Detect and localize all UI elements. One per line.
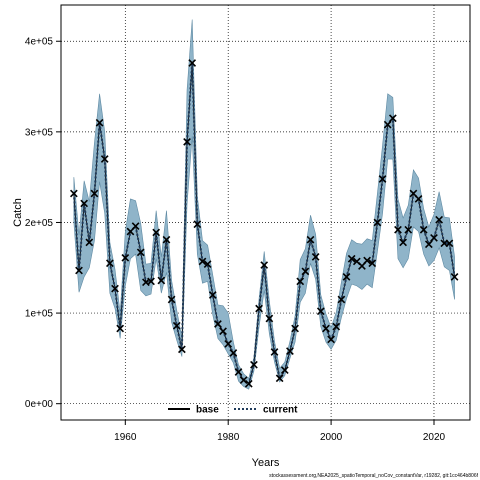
catch-point-1976 [203, 260, 212, 269]
catch-point-1968 [162, 235, 171, 244]
catch-point-1989 [270, 348, 279, 356]
catch-point-2000 [327, 335, 335, 344]
catch-point-1978 [214, 320, 222, 328]
catch-point-1959 [116, 324, 125, 333]
x-tick-label-1960: 1960 [114, 432, 137, 443]
catch-point-1972 [183, 137, 191, 146]
y-axis-title: Catch [12, 198, 24, 227]
catch-point-2013 [394, 225, 402, 234]
y-axis: 0e+00 1e+05 2e+05 3e+05 4e+05 [25, 37, 61, 410]
catch-point-2021 [435, 215, 443, 224]
catch-point-1977 [208, 291, 217, 299]
catch-point-1993 [291, 324, 299, 333]
catch-point-1966 [152, 228, 161, 237]
catch-point-2018 [419, 225, 428, 234]
catch-point-2009 [373, 218, 382, 227]
observed-points-layer [69, 59, 459, 388]
catch-point-1973 [188, 59, 197, 67]
catch-point-2007 [363, 256, 371, 265]
confidence-band-layer [73, 19, 455, 390]
catch-point-2001 [332, 322, 341, 331]
x-tick-label-1980: 1980 [217, 432, 240, 443]
catch-point-2020 [430, 234, 438, 242]
catch-point-2015 [404, 225, 413, 234]
catch-point-1967 [157, 276, 166, 285]
catch-point-1994 [296, 277, 305, 286]
catch-point-2012 [388, 114, 397, 123]
catch-point-1998 [316, 307, 325, 316]
y-tick-label-4: 4e+05 [25, 37, 54, 48]
catch-point-1990 [275, 374, 284, 383]
x-axis: 1960 1980 2000 2020 [114, 420, 446, 443]
catch-point-1974 [193, 220, 202, 229]
x-tick-label-2020: 2020 [423, 432, 446, 443]
plot-frame [60, 4, 471, 421]
catch-point-1953 [85, 238, 94, 247]
catch-point-1975 [198, 257, 207, 266]
catch-point-1963 [136, 248, 145, 257]
catch-point-1987 [260, 261, 269, 269]
y-tick-label-1: 1e+05 [25, 309, 54, 320]
catch-point-2017 [414, 195, 423, 203]
legend-base-label: base [196, 405, 219, 416]
catch-point-2002 [337, 295, 346, 304]
catch-point-2004 [347, 254, 356, 263]
catch-point-1979 [219, 327, 227, 336]
catch-point-1982 [234, 368, 243, 376]
footer-note: stockassessment.org,NEA2025_spatioTempor… [269, 473, 479, 479]
confidence-band [73, 19, 455, 390]
catch-point-1991 [280, 366, 289, 375]
catch-point-1970 [172, 321, 181, 330]
y-tick-label-0: 0e+00 [25, 399, 54, 410]
catch-point-1954 [90, 189, 99, 198]
catch-point-1999 [322, 324, 330, 333]
catch-point-1965 [147, 277, 155, 286]
catch-point-1995 [301, 267, 310, 276]
catch-point-1985 [250, 360, 258, 369]
catch-point-1950 [69, 189, 78, 198]
catch-point-2024 [450, 272, 459, 281]
catch-point-1984 [244, 379, 253, 388]
catch-point-1957 [106, 259, 114, 268]
catch-point-1996 [306, 235, 315, 244]
catch-point-1980 [224, 340, 233, 348]
catch-point-1956 [100, 155, 109, 163]
x-axis-title: Years [252, 457, 280, 469]
catch-point-2010 [378, 175, 387, 183]
catch-point-1960 [121, 253, 130, 262]
y-tick-label-2: 2e+05 [25, 218, 54, 229]
catch-point-2011 [383, 120, 392, 129]
catch-point-2003 [342, 272, 351, 281]
catch-point-1983 [239, 376, 248, 384]
catch-point-2014 [399, 238, 407, 247]
catch-point-1997 [311, 253, 320, 261]
legend-current-label: current [263, 405, 298, 416]
legend: base current [168, 405, 298, 416]
catch-point-1969 [167, 295, 176, 304]
catch-point-1951 [75, 266, 83, 275]
catch-point-1958 [111, 284, 119, 293]
grid [61, 5, 470, 420]
catch-point-1962 [131, 222, 140, 230]
catch-point-1992 [286, 347, 294, 356]
catch-point-1955 [95, 118, 104, 127]
catch-point-1971 [178, 345, 186, 354]
catch-point-2023 [445, 239, 454, 248]
catch-point-1981 [229, 349, 238, 357]
catch-point-2019 [424, 240, 433, 249]
catch-point-1988 [265, 314, 274, 323]
x-tick-label-2000: 2000 [320, 432, 343, 443]
catch-point-2008 [368, 259, 377, 268]
catch-point-1952 [80, 199, 89, 208]
catch-point-1986 [255, 304, 263, 313]
y-tick-label-3: 3e+05 [25, 127, 54, 138]
